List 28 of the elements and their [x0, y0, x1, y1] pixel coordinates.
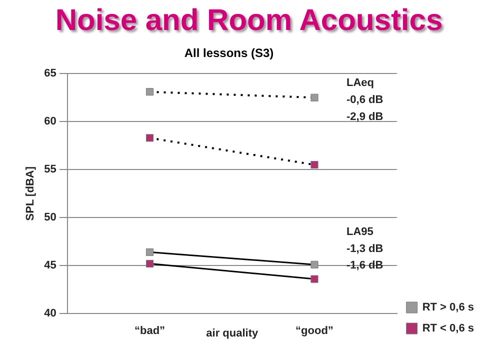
annotation: -2,9 dB — [346, 110, 384, 123]
point — [310, 275, 318, 283]
legend-label: RT > 0,6 s — [422, 302, 474, 314]
point — [146, 260, 154, 268]
y-axis-title: SPL [dBA] — [24, 166, 37, 221]
y-tick-label: 65 — [44, 68, 56, 80]
x-tick-label: “good” — [296, 325, 334, 338]
x-tick-label: “bad” — [134, 325, 166, 338]
annotation: LAeq — [346, 77, 374, 90]
point — [310, 260, 318, 268]
chart-title: Noise and Room Acoustics — [54, 3, 444, 39]
y-tick-label: 55 — [44, 164, 56, 176]
annotation: LA95 — [346, 226, 374, 238]
point — [310, 161, 318, 169]
y-tick-label: 45 — [44, 260, 56, 272]
x-axis-title: air quality — [206, 327, 259, 340]
annotation: -0,6 dB — [346, 94, 384, 106]
y-tick-label: 60 — [44, 116, 56, 128]
y-tick-label: 50 — [44, 212, 56, 224]
legend-label: RT < 0,6 s — [422, 322, 474, 335]
point — [310, 94, 318, 102]
chart-subtitle: All lessons (S3) — [183, 45, 275, 62]
annotation: -1,3 dB — [346, 242, 384, 255]
point — [146, 248, 154, 256]
point — [146, 88, 154, 96]
y-tick-label: 40 — [44, 308, 56, 320]
point — [146, 134, 154, 142]
annotation: -1,6 dB — [346, 260, 384, 272]
